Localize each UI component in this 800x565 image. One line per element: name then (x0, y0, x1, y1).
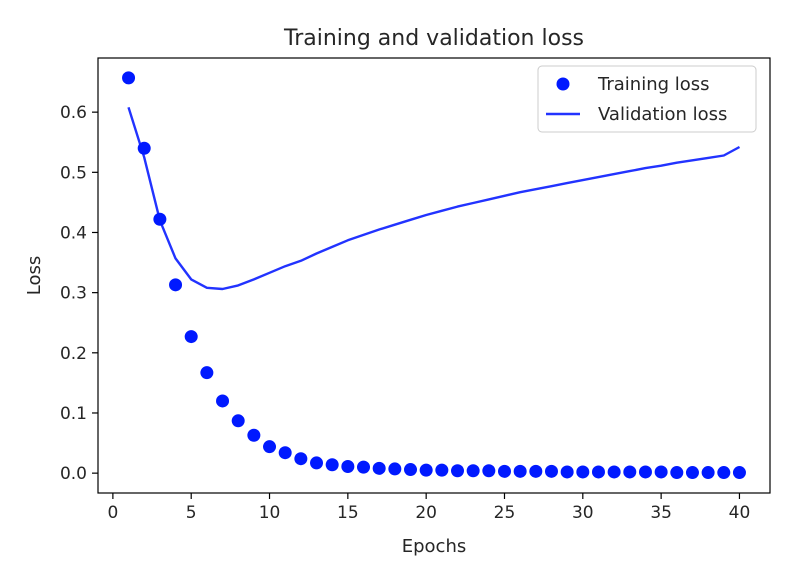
legend-marker-training (556, 77, 570, 91)
plot-area: 0 5 10 15 20 25 30 35 40 0.0 0.1 0.2 0.3 0.4 0.5 0.6 (60, 57, 771, 523)
x-tick-label: 0 (107, 503, 118, 523)
training-loss-point (529, 464, 543, 478)
training-loss-point (670, 466, 684, 480)
training-loss-point (341, 460, 355, 474)
training-loss-point (607, 465, 621, 479)
training-loss-point (701, 466, 715, 480)
training-loss-point (623, 465, 637, 479)
training-loss-point (372, 461, 386, 475)
training-loss-point (325, 458, 339, 472)
training-loss-point (278, 446, 292, 460)
x-tick-label: 20 (415, 503, 437, 523)
legend-label: Training loss (597, 74, 710, 95)
training-loss-point (497, 464, 511, 478)
training-loss-point (404, 463, 418, 477)
training-loss-point (200, 366, 214, 380)
training-loss-point (685, 466, 699, 480)
training-loss-point (513, 464, 527, 478)
x-axis-title: Epochs (402, 536, 467, 557)
x-tick-label: 10 (259, 503, 281, 523)
training-loss-point (357, 460, 371, 474)
y-tick-label: 0.5 (60, 163, 87, 183)
x-tick-label: 25 (494, 503, 516, 523)
training-loss-point (263, 440, 277, 454)
training-loss-point (654, 465, 668, 479)
y-tick-label: 0.0 (60, 464, 87, 484)
training-loss-point (137, 141, 151, 155)
training-loss-point (419, 463, 433, 477)
chart-title: Training and validation loss (283, 26, 584, 51)
training-loss-point (310, 456, 324, 470)
x-tick-label: 5 (186, 503, 197, 523)
x-tick-label: 35 (650, 503, 672, 523)
training-loss-point (466, 464, 480, 478)
training-loss-point (638, 465, 652, 479)
legend-label: Validation loss (598, 104, 727, 125)
legend-box (537, 65, 757, 133)
legend: Training loss Validation loss (537, 65, 757, 133)
training-loss-point (247, 428, 261, 442)
training-loss-point (544, 464, 558, 478)
training-loss-point (122, 71, 136, 85)
training-loss-point (560, 465, 574, 479)
x-tick-label: 15 (337, 503, 359, 523)
x-tick-label: 30 (572, 503, 594, 523)
y-tick-label: 0.4 (60, 223, 87, 243)
y-axis-title: Loss (24, 256, 45, 295)
training-loss-point (216, 394, 230, 408)
training-loss-point (435, 463, 449, 477)
training-loss-point (450, 464, 464, 478)
training-loss-point (153, 212, 167, 226)
y-tick-label: 0.3 (60, 284, 87, 304)
y-tick-label: 0.1 (60, 404, 87, 424)
training-loss-point (717, 466, 731, 480)
training-loss-point (482, 464, 496, 478)
y-tick-label: 0.6 (60, 103, 87, 123)
training-loss-point (294, 452, 308, 466)
y-tick-label: 0.2 (60, 344, 87, 364)
training-loss-point (184, 330, 198, 344)
x-tick-label: 40 (729, 503, 751, 523)
training-loss-point (388, 462, 402, 476)
training-loss-point (576, 465, 590, 479)
training-loss-point (231, 414, 245, 428)
training-loss-point (732, 466, 746, 480)
training-loss-point (591, 465, 605, 479)
validation-loss-line (127, 106, 741, 291)
training-loss-point (169, 278, 183, 292)
plot-frame (97, 57, 771, 494)
